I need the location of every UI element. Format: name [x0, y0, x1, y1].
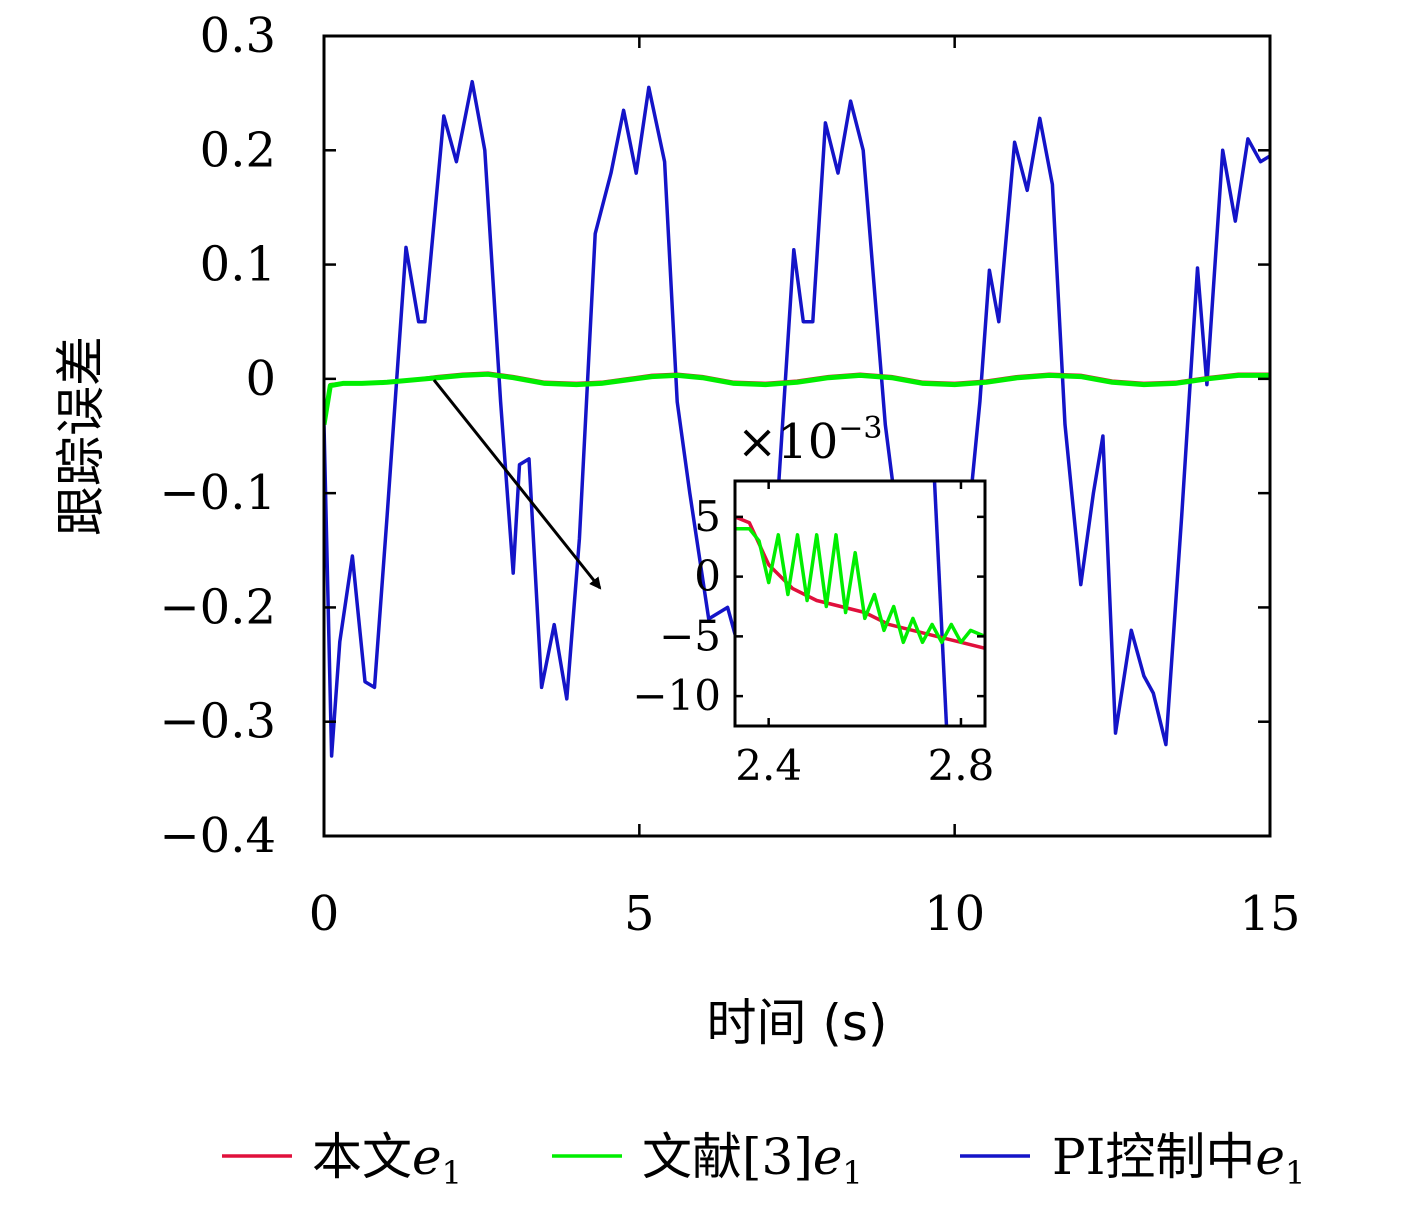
y-tick-label-5: −0.2 [159, 579, 276, 635]
main-plot-lines [324, 79, 1270, 758]
x-tick-label-3: 15 [1239, 886, 1300, 942]
x-tick-label-1: 5 [624, 886, 655, 942]
y-tick-label-3: 0 [245, 351, 276, 407]
x-tick-label-2: 10 [924, 886, 985, 942]
legend-label-3: PI控制中e1 [1052, 1128, 1305, 1192]
y-tick-label-1: 0.2 [200, 122, 276, 178]
legend-label-1: 本文e1 [312, 1128, 462, 1192]
main-axis-ticks [322, 34, 1272, 838]
y-axis-label: 跟踪误差 [52, 336, 110, 536]
y-tick-label-7: −0.4 [159, 808, 276, 864]
y-tick-label-6: −0.3 [159, 694, 276, 750]
inset-y-tick-label-1: 0 [694, 552, 721, 601]
x-tick-label-0: 0 [309, 886, 340, 942]
inset-background [735, 481, 985, 726]
legend: 本文e1 文献[3]e1 PI控制中e1 [222, 1128, 1305, 1192]
y-tick-label-2: 0.1 [200, 237, 276, 293]
x-tick-labels: 0 5 10 15 [309, 886, 1301, 942]
inset-y-tick-label-0: 5 [694, 492, 721, 541]
inset-line-ref3 [735, 527, 985, 645]
main-plot-frame [322, 34, 1272, 838]
y-tick-label-4: −0.1 [159, 465, 276, 521]
zoom-arrow [432, 379, 602, 590]
y-tick-label-0: 0.3 [200, 8, 276, 64]
inset-y-tick-label-2: −5 [659, 611, 721, 660]
series-line-2 [324, 371, 1270, 425]
inset-x-tick-label-0: 2.4 [735, 741, 802, 790]
y-tick-labels: 0.3 0.2 0.1 0 −0.1 −0.2 −0.3 −0.4 [159, 8, 276, 864]
x-axis-label: 时间 (s) [707, 994, 888, 1052]
inset-x-tick-label-1: 2.8 [928, 741, 995, 790]
inset-frame [733, 479, 987, 728]
inset-line-pi [932, 481, 949, 726]
inset-y-tick-label-3: −10 [632, 671, 721, 720]
inset-scale-label: ×10−3 [737, 411, 883, 470]
legend-label-2: 文献[3]e1 [642, 1128, 863, 1192]
inset-axis-ticks: 2.4 2.8 5 0 −5 −10 [632, 481, 994, 790]
series-line-3 [324, 79, 1270, 758]
inset-plot-lines [735, 481, 985, 726]
